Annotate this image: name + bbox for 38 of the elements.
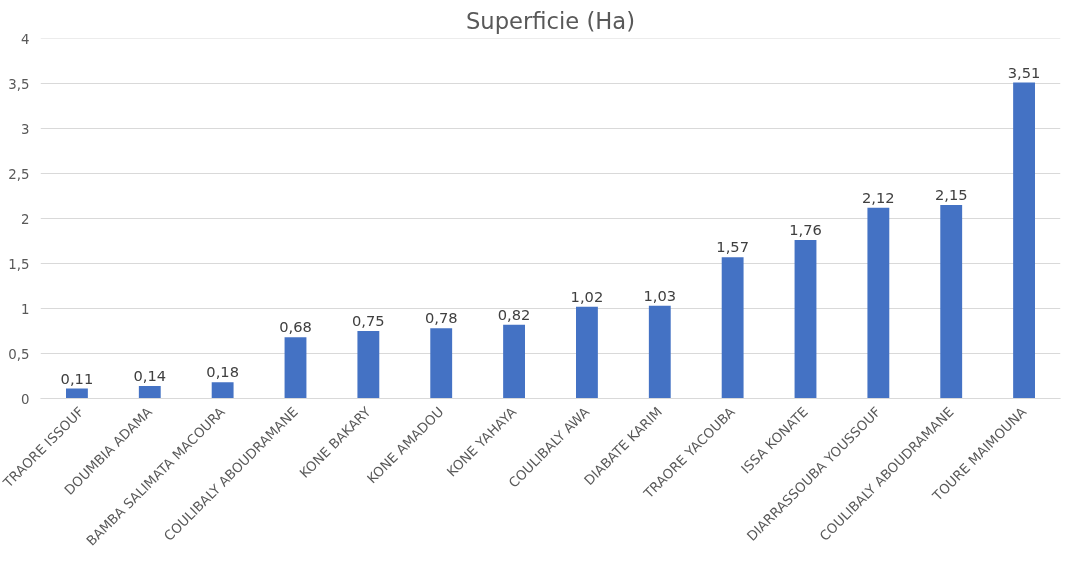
data-label: 1,03 [643,286,677,304]
bar [430,328,453,399]
y-tick-label: 0 [21,391,30,407]
data-label: 0,18 [206,363,239,381]
data-label: 0,82 [497,305,531,323]
y-tick-label: 2,5 [8,166,30,182]
y-tick-label: 4 [21,31,30,47]
y-tick-label: 3 [21,121,30,137]
y-tick-label: 0,5 [8,346,30,362]
bar [940,205,963,399]
chart-title: Superficie (Ha) [465,7,636,34]
y-tick-label: 1,5 [8,256,30,272]
y-tick-label: 3,5 [8,76,30,92]
data-label: 0,68 [279,318,312,336]
data-label: 2,15 [934,186,968,203]
data-label: 3,51 [1007,63,1041,81]
data-label: 1,02 [570,287,604,305]
y-tick-label: 2 [21,211,30,227]
data-label: 1,57 [716,238,749,256]
bar [138,385,161,399]
data-label: 0,14 [133,366,167,384]
bar [794,240,817,399]
bar [284,337,307,399]
bar [1013,82,1035,399]
bar [503,324,525,399]
data-label: 0,11 [60,369,94,387]
y-tick-label: 1 [21,301,30,317]
data-label: 1,76 [789,221,822,239]
data-label: 2,12 [862,188,895,206]
bar [648,305,671,399]
bar [721,257,744,399]
bar [357,331,380,399]
bar [211,382,234,399]
bar [576,306,598,399]
bar [867,207,890,399]
data-label: 0,75 [352,312,385,329]
bar [66,388,88,399]
data-label: 0,78 [424,309,458,327]
